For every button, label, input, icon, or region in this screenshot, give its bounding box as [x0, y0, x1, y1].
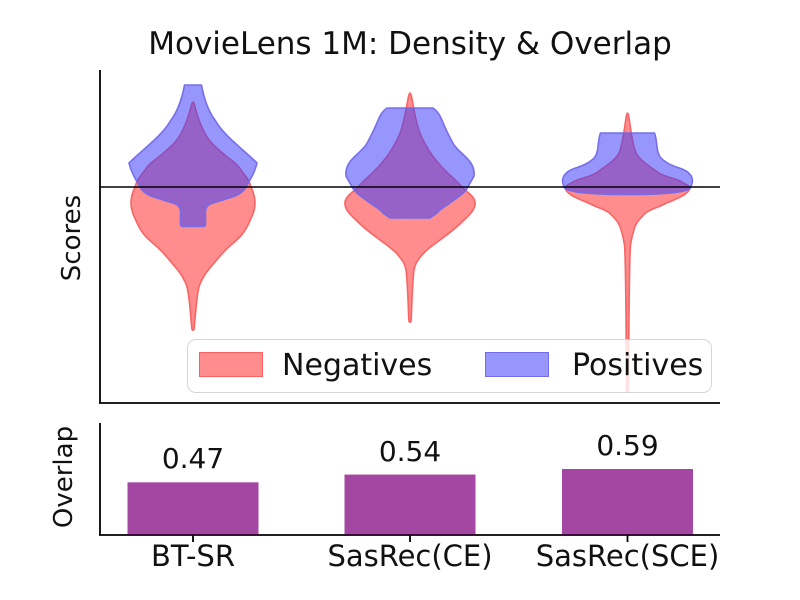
violin-positives-bt-sr	[128, 84, 258, 228]
bar-value-label-sasrec-ce-: 0.54	[378, 434, 442, 468]
legend-label-positives: Positives	[572, 348, 704, 383]
violin-positives-sasrec-sce	[561, 132, 694, 196]
overlap-bar-sasrec-sce-	[562, 469, 693, 535]
violin-positives-sasrec-ce	[345, 107, 475, 219]
x-tick-label-sasrec-sce-: SasRec(SCE)	[535, 539, 720, 573]
overlap-bar-sasrec-ce-	[344, 474, 476, 535]
legend-swatch-positives	[485, 352, 549, 377]
legend	[187, 339, 712, 393]
bar-panel-ylabel: Overlap	[49, 425, 79, 529]
legend-label-negatives: Negatives	[282, 348, 433, 383]
x-tick-label-bt-sr: BT-SR	[151, 539, 235, 573]
legend-swatch-negatives	[199, 352, 263, 377]
overlap-bars	[127, 469, 693, 535]
violin-group-positives	[128, 84, 694, 228]
violin-panel-ylabel: Scores	[57, 194, 87, 282]
bar-value-label-sasrec-sce-: 0.59	[596, 429, 659, 462]
bar-value-label-bt-sr: 0.47	[161, 442, 225, 476]
overlap-bar-bt-sr	[127, 482, 259, 535]
x-tick-label-sasrec-ce-: SasRec(CE)	[327, 539, 493, 573]
x-tick-marks	[192, 535, 629, 542]
chart-title: MovieLens 1M: Density & Overlap	[148, 26, 672, 62]
